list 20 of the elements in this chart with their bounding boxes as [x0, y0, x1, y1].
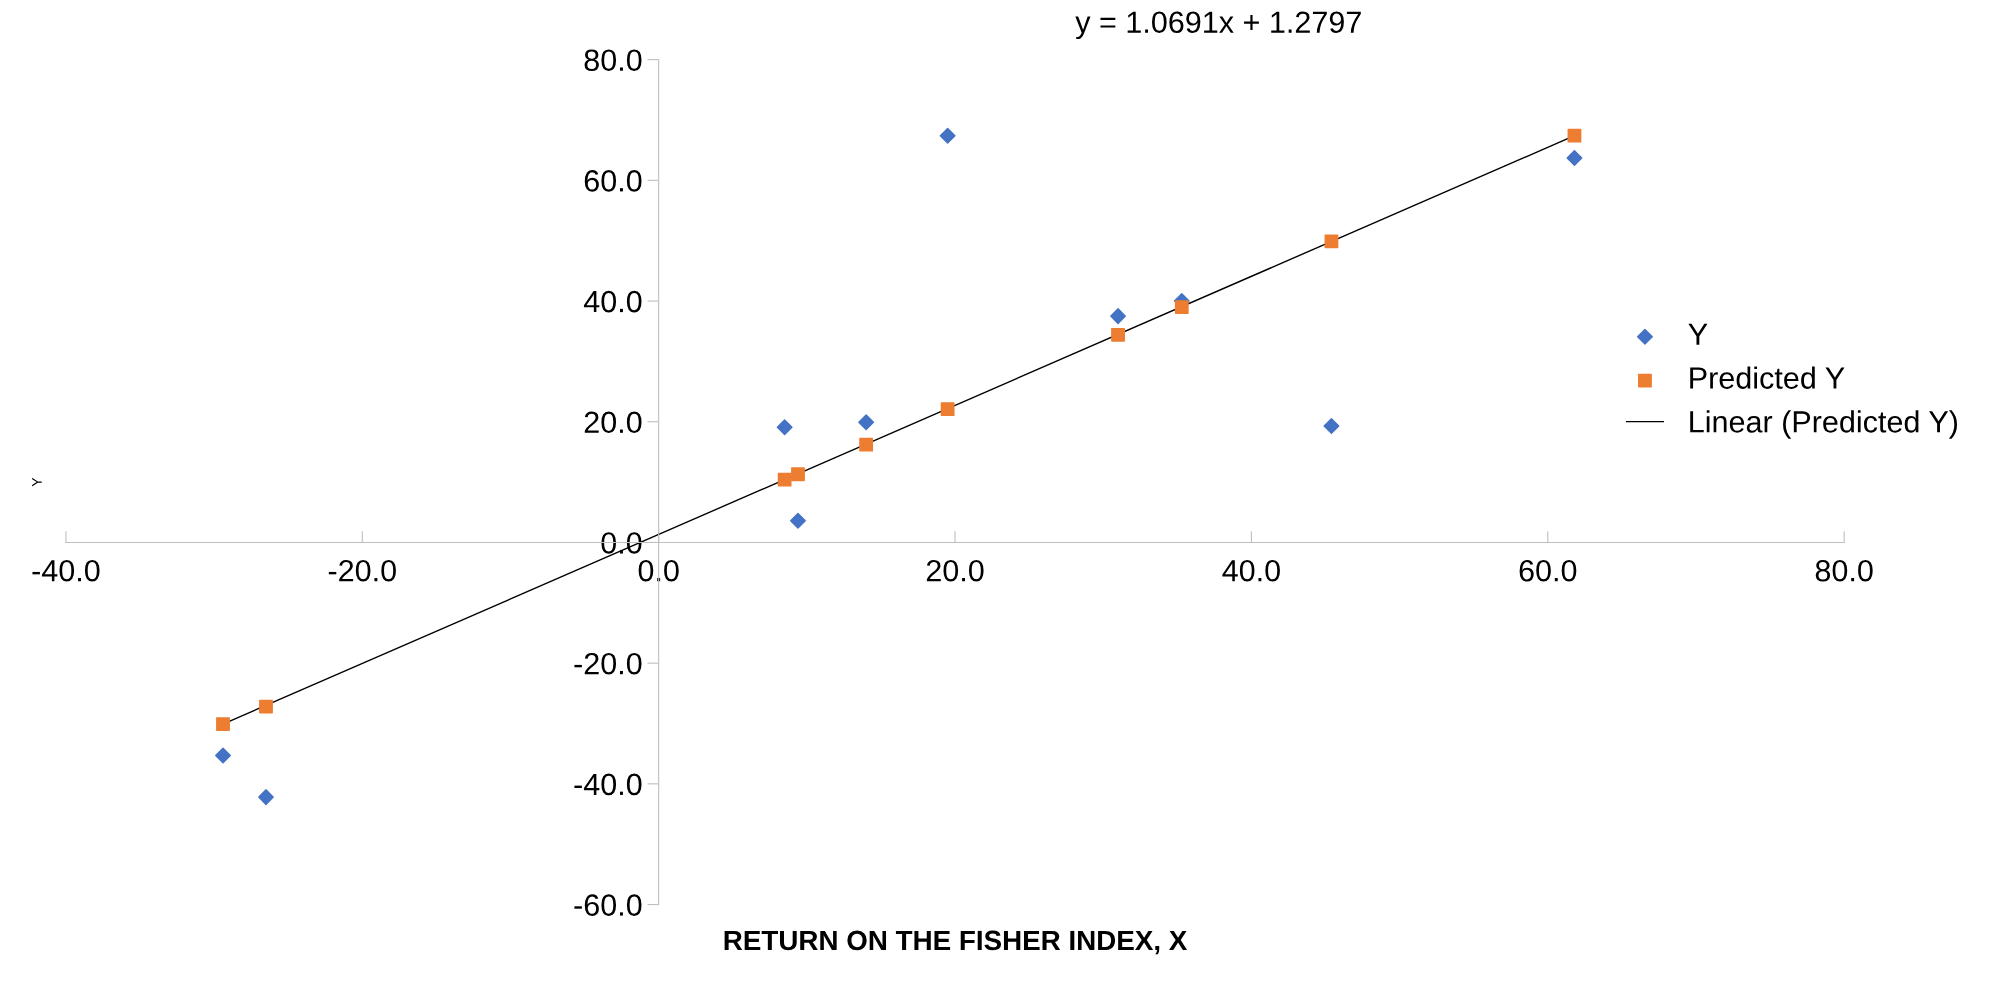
- legend-label: Linear (Predicted Y): [1690, 410, 1958, 439]
- x-tick-label: 80.0: [1815, 559, 1873, 582]
- x-tick-label: 0.0: [638, 559, 679, 582]
- x-tick-label: 20.0: [926, 559, 984, 582]
- y-axis-title: Y: [32, 477, 42, 487]
- x-tick-label: 40.0: [1222, 559, 1280, 582]
- y-tick-label: 40.0: [583, 290, 642, 313]
- legend-label: Y: [1688, 323, 1708, 345]
- legend-label: Predicted Y: [1690, 366, 1845, 389]
- x-tick-label: -20.0: [328, 559, 396, 582]
- y-tick-label: 80.0: [584, 49, 642, 72]
- x-tick-label: -40.0: [32, 559, 100, 582]
- y-tick-label: -60.0: [574, 894, 642, 916]
- y-tick-label: 20.0: [584, 411, 642, 434]
- y-tick-label: -40.0: [574, 773, 642, 796]
- y-tick-label: 60.0: [584, 170, 642, 192]
- x-tick-label: 60.0: [1519, 559, 1577, 582]
- x-axis-title: RETURN ON THE FISHER INDEX, X: [724, 930, 1188, 955]
- y-tick-label: -20.0: [574, 652, 642, 675]
- text: y = 1.0691x + 1.2797: [1075, 11, 1361, 40]
